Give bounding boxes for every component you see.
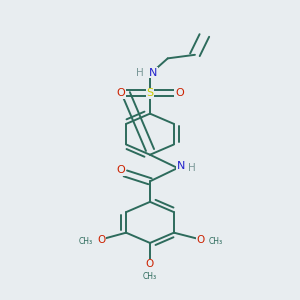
Text: O: O	[146, 259, 154, 269]
Text: CH₃: CH₃	[209, 238, 223, 247]
Text: H: H	[188, 163, 196, 173]
Text: CH₃: CH₃	[143, 272, 157, 281]
Text: N: N	[149, 68, 158, 77]
Text: H: H	[136, 68, 143, 77]
Text: O: O	[196, 235, 204, 245]
Text: O: O	[117, 165, 125, 175]
Text: CH₃: CH₃	[78, 238, 92, 247]
Text: S: S	[146, 88, 154, 98]
Text: O: O	[116, 88, 125, 98]
Text: O: O	[97, 235, 105, 245]
Text: N: N	[177, 161, 185, 171]
Text: O: O	[175, 88, 184, 98]
